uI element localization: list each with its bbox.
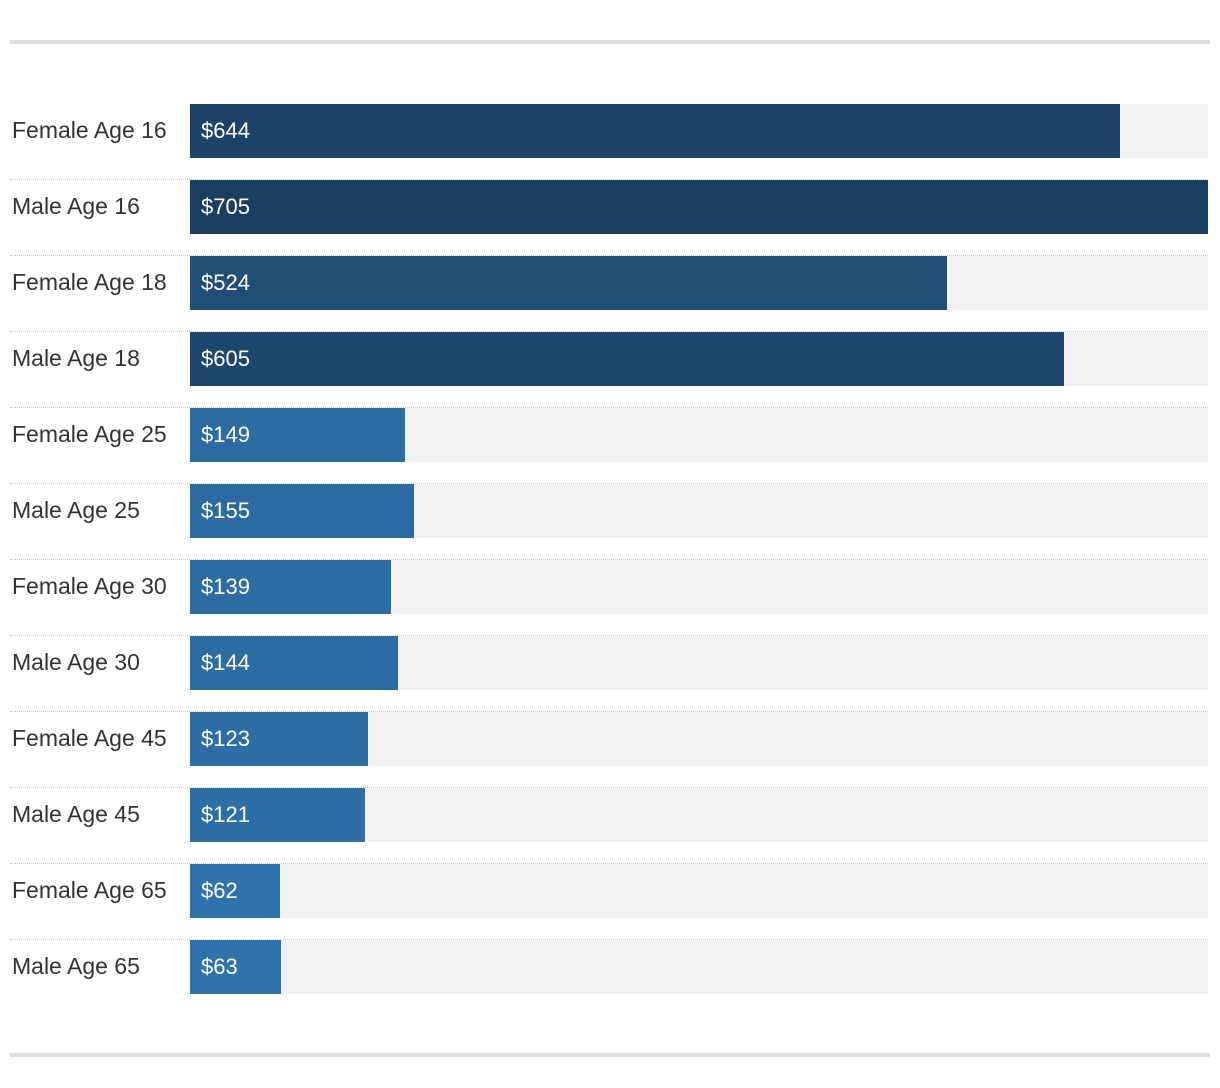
chart-row: Male Age 30 $144 bbox=[10, 636, 1208, 712]
bar: $705 bbox=[190, 180, 1208, 234]
category-label: Female Age 45 bbox=[12, 725, 167, 751]
value-label: $524 bbox=[201, 270, 250, 295]
bottom-divider bbox=[10, 1053, 1210, 1057]
chart-row: Female Age 45 $123 bbox=[10, 712, 1208, 788]
value-label: $123 bbox=[201, 726, 250, 751]
bar-track: $605 bbox=[190, 332, 1208, 386]
row-separator bbox=[10, 863, 1208, 864]
category-label: Male Age 65 bbox=[12, 953, 140, 979]
bar: $144 bbox=[190, 636, 398, 690]
bar-track: $63 bbox=[190, 940, 1208, 994]
row-separator bbox=[10, 635, 1208, 636]
row-separator bbox=[10, 559, 1208, 560]
chart-row: Male Age 25 $155 bbox=[10, 484, 1208, 560]
category-label: Female Age 18 bbox=[12, 269, 167, 295]
row-separator bbox=[10, 939, 1208, 940]
value-label: $62 bbox=[201, 878, 238, 903]
row-separator bbox=[10, 407, 1208, 408]
bar: $62 bbox=[190, 864, 280, 918]
bar-track: $524 bbox=[190, 256, 1208, 310]
row-separator bbox=[10, 255, 1208, 256]
value-label: $63 bbox=[201, 954, 238, 979]
bar: $63 bbox=[190, 940, 281, 994]
bar-track: $144 bbox=[190, 636, 1208, 690]
chart-row: Male Age 18 $605 bbox=[10, 332, 1208, 408]
top-divider bbox=[10, 40, 1210, 44]
value-label: $644 bbox=[201, 118, 250, 143]
category-label: Female Age 16 bbox=[12, 117, 167, 143]
bar: $139 bbox=[190, 560, 391, 614]
chart-row: Female Age 16 $644 bbox=[10, 104, 1208, 180]
value-label: $121 bbox=[201, 802, 250, 827]
bar-track: $62 bbox=[190, 864, 1208, 918]
bar: $155 bbox=[190, 484, 414, 538]
row-separator bbox=[10, 711, 1208, 712]
value-label: $605 bbox=[201, 346, 250, 371]
bar-track: $705 bbox=[190, 180, 1208, 234]
bar-track: $123 bbox=[190, 712, 1208, 766]
bar-track: $121 bbox=[190, 788, 1208, 842]
category-label: Male Age 45 bbox=[12, 801, 140, 827]
row-separator bbox=[10, 331, 1208, 332]
value-label: $155 bbox=[201, 498, 250, 523]
chart-row: Female Age 25 $149 bbox=[10, 408, 1208, 484]
chart-row: Female Age 65 $62 bbox=[10, 864, 1208, 940]
bar-track: $644 bbox=[190, 104, 1208, 158]
category-label: Female Age 30 bbox=[12, 573, 167, 599]
row-separator bbox=[10, 179, 1208, 180]
category-label: Male Age 16 bbox=[12, 193, 140, 219]
category-label: Male Age 30 bbox=[12, 649, 140, 675]
bar: $644 bbox=[190, 104, 1120, 158]
bar: $524 bbox=[190, 256, 947, 310]
category-label: Male Age 25 bbox=[12, 497, 140, 523]
bar: $123 bbox=[190, 712, 368, 766]
row-separator bbox=[10, 787, 1208, 788]
bar: $605 bbox=[190, 332, 1064, 386]
category-label: Female Age 25 bbox=[12, 421, 167, 447]
category-label: Female Age 65 bbox=[12, 877, 167, 903]
category-label: Male Age 18 bbox=[12, 345, 140, 371]
bar: $149 bbox=[190, 408, 405, 462]
value-label: $139 bbox=[201, 574, 250, 599]
value-label: $705 bbox=[201, 194, 250, 219]
chart-row: Male Age 45 $121 bbox=[10, 788, 1208, 864]
chart-row: Female Age 18 $524 bbox=[10, 256, 1208, 332]
bar-track: $139 bbox=[190, 560, 1208, 614]
bar-track: $155 bbox=[190, 484, 1208, 538]
chart-row: Male Age 16 $705 bbox=[10, 180, 1208, 256]
chart-row: Male Age 65 $63 bbox=[10, 940, 1208, 1016]
value-label: $149 bbox=[201, 422, 250, 447]
bar: $121 bbox=[190, 788, 365, 842]
bar-track: $149 bbox=[190, 408, 1208, 462]
row-separator bbox=[10, 483, 1208, 484]
value-label: $144 bbox=[201, 650, 250, 675]
chart-row: Female Age 30 $139 bbox=[10, 560, 1208, 636]
